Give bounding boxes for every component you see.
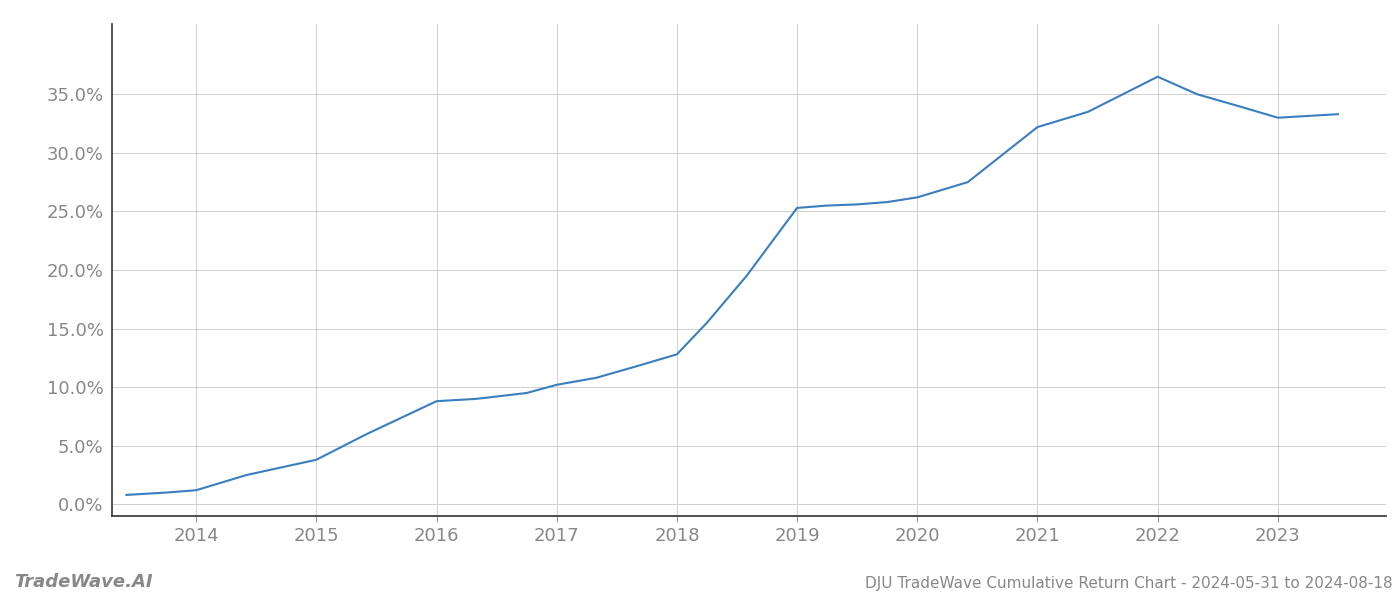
Text: DJU TradeWave Cumulative Return Chart - 2024-05-31 to 2024-08-18: DJU TradeWave Cumulative Return Chart - … <box>865 576 1393 591</box>
Text: TradeWave.AI: TradeWave.AI <box>14 573 153 591</box>
